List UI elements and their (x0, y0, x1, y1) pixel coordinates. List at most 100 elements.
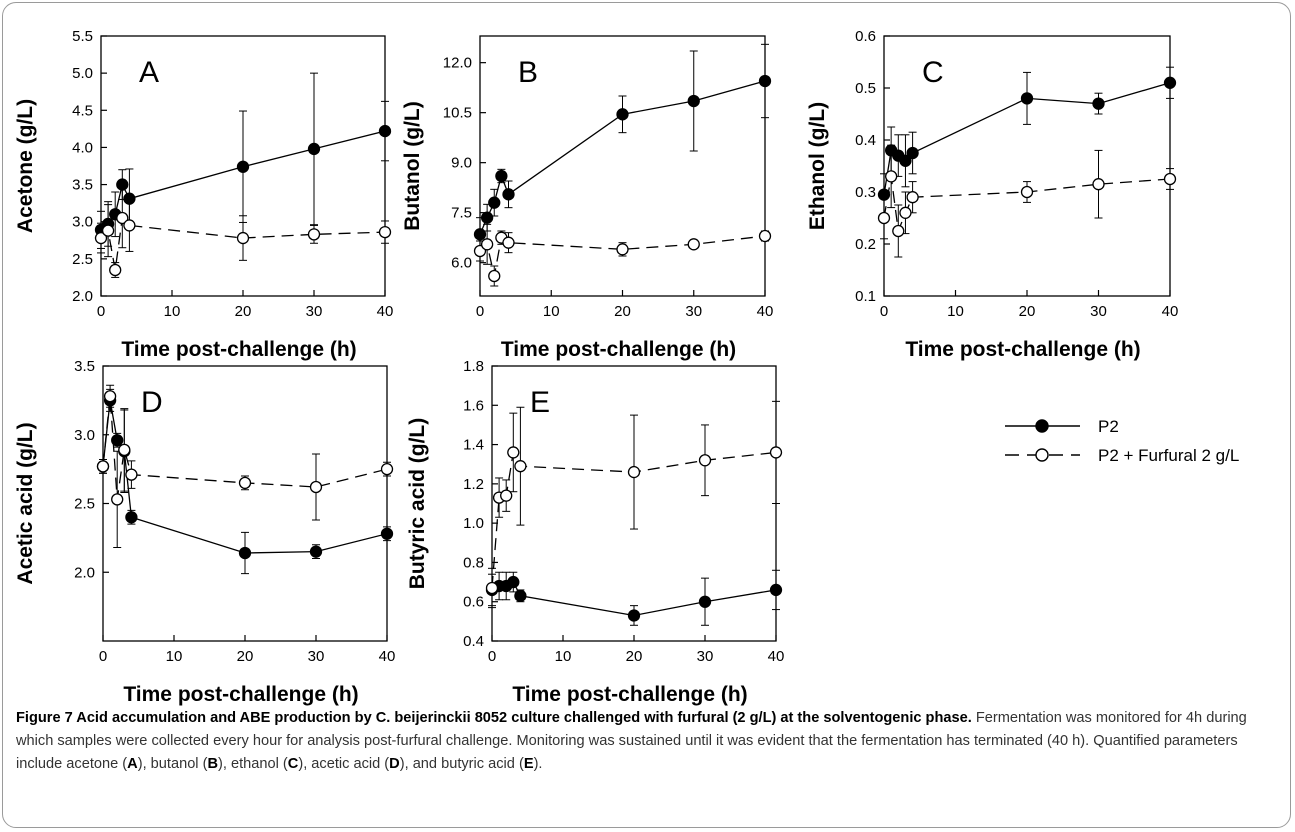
open-point (906, 191, 919, 204)
x-tick-label: 40 (757, 303, 774, 320)
open-point (116, 211, 129, 225)
filled-point (238, 546, 252, 560)
series-p2-furfural (473, 223, 772, 287)
y-tick-label: 6.0 (451, 255, 472, 272)
x-tick-label: 10 (164, 303, 181, 320)
panel-b: 6.0 7.5 9.0 10.5 12.0 0 10 20 30 40 Time post-chal… (401, 35, 774, 361)
y-axis-title: Acetic acid (g/L) (14, 422, 37, 584)
filled-point (495, 169, 508, 183)
y-axis-title: Ethanol (g/L) (806, 102, 829, 230)
filled-point (125, 511, 138, 524)
open-point (1020, 185, 1034, 199)
open-point (488, 269, 501, 283)
open-point (892, 224, 905, 238)
x-tick-label: 0 (476, 303, 484, 320)
open-point (123, 219, 136, 232)
legend-label-p2: P2 (1098, 417, 1119, 436)
x-tick-label: 10 (947, 303, 964, 320)
filled-point (698, 595, 712, 608)
x-tick-label: 30 (1090, 303, 1107, 320)
y-tick-label: 0.3 (855, 184, 876, 201)
legend-label-furfural: P2 + Furfural 2 g/L (1098, 446, 1239, 465)
caption-title: Figure 7 Acid accumulation and ABE produ… (16, 710, 972, 726)
filled-point (1163, 76, 1177, 89)
open-point (885, 170, 898, 183)
legend-marker-filled (1035, 419, 1049, 433)
series-p2-furfural (94, 187, 392, 278)
legend-graphic: P2 P2 + Furfural 2 g/L (1005, 417, 1239, 465)
filled-point (906, 146, 919, 160)
open-point (1163, 172, 1177, 186)
filled-point (307, 142, 321, 156)
filled-point (687, 94, 700, 108)
open-point (380, 462, 394, 476)
filled-point (758, 74, 772, 88)
x-tick-label: 30 (685, 303, 702, 320)
y-tick-label: 0.8 (463, 554, 484, 571)
filled-point (627, 609, 641, 622)
caption-joiner-2: ), ethanol ( (218, 756, 288, 772)
open-point (236, 231, 250, 245)
y-tick-label: 2.0 (74, 564, 95, 581)
open-point (687, 238, 700, 251)
y-tick-label: 1.0 (463, 515, 484, 532)
figure-panels: 2.0 2.5 3.0 3.5 4.0 4.5 5.0 5.5 0 10 20 30 40 Time po… (14, 28, 1179, 706)
x-tick-label: 10 (555, 648, 572, 665)
y-tick-label: 1.4 (463, 437, 484, 454)
y-axis-title: Acetone (g/L) (14, 99, 37, 233)
open-point (507, 446, 520, 459)
open-point (238, 476, 252, 490)
open-point (378, 225, 392, 239)
panel-letter: B (518, 56, 538, 89)
x-axis-title: Time post-challenge (h) (121, 338, 356, 361)
y-tick-label: 12.0 (443, 55, 472, 72)
panel-a: 2.0 2.5 3.0 3.5 4.0 4.5 5.0 5.5 0 10 20 30 40 Time po… (14, 28, 393, 361)
panel-letter: C (922, 56, 944, 89)
series-line (883, 176, 1171, 232)
open-point (125, 468, 138, 481)
y-tick-label: 2.5 (72, 251, 93, 268)
filled-point (380, 527, 394, 540)
y-tick-label: 0.1 (855, 288, 876, 305)
y-axis-title: Butyric acid (g/L) (406, 418, 429, 590)
y-tick-label: 0.4 (855, 132, 876, 149)
caption-ref-c: C (287, 756, 299, 772)
y-tick-label: 2.5 (74, 496, 95, 513)
series-p2-furfural (877, 144, 1177, 258)
x-tick-label: 40 (1162, 303, 1179, 320)
open-point (877, 211, 891, 225)
open-point (899, 206, 912, 219)
x-tick-label: 0 (488, 648, 496, 665)
x-tick-label: 20 (614, 303, 631, 320)
open-point (96, 460, 110, 473)
open-point (111, 493, 124, 506)
y-tick-label: 3.0 (74, 427, 95, 444)
y-tick-label: 3.0 (72, 214, 93, 231)
x-axis-title: Time post-challenge (h) (905, 338, 1140, 361)
open-point (758, 229, 772, 243)
legend-item-furfural: P2 + Furfural 2 g/L (1005, 446, 1239, 465)
caption-ref-d: D (389, 756, 400, 772)
open-point (485, 581, 499, 595)
x-tick-label: 0 (99, 648, 107, 665)
y-tick-label: 7.5 (451, 205, 472, 222)
x-tick-label: 20 (237, 648, 254, 665)
filled-point (111, 434, 124, 447)
open-point (103, 390, 117, 403)
y-tick-label: 0.5 (855, 80, 876, 97)
caption-text-end: ). (533, 756, 543, 772)
legend-marker-open (1035, 448, 1049, 462)
legend: P2 P2 + Furfural 2 g/L (1000, 408, 1290, 488)
panel-letter: D (141, 386, 163, 419)
filled-point (899, 154, 912, 167)
caption-joiner-1: ), butanol ( (137, 756, 208, 772)
x-tick-label: 20 (235, 303, 252, 320)
filled-point (1020, 92, 1034, 105)
filled-point (473, 228, 487, 241)
open-point (109, 263, 122, 277)
series-p2 (485, 569, 783, 626)
open-point (101, 224, 115, 237)
x-tick-label: 10 (166, 648, 183, 665)
x-tick-label: 0 (97, 303, 105, 320)
